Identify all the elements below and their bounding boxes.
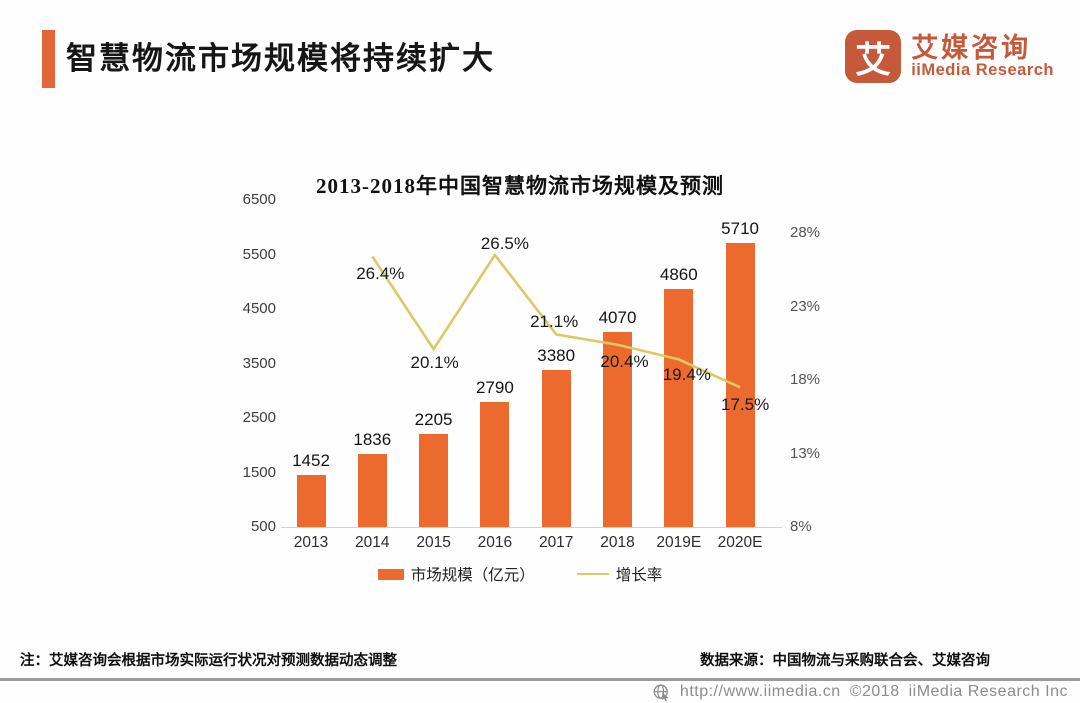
legend-item-growth-rate: 增长率 bbox=[576, 563, 663, 585]
growth-rate-label: 17.5% bbox=[720, 395, 770, 415]
market-size-bar bbox=[419, 434, 449, 527]
bar-value-label: 4860 bbox=[659, 265, 698, 285]
market-size-bar bbox=[664, 289, 694, 527]
y-axis-left-tick-label: 1500 bbox=[242, 463, 276, 481]
x-axis-baseline bbox=[281, 527, 782, 528]
x-axis-tick-label: 2016 bbox=[477, 534, 513, 551]
growth-rate-label: 21.1% bbox=[530, 312, 579, 332]
legend-label-market-size: 市场规模（亿元） bbox=[410, 567, 535, 584]
logo-name-en: iiMedia Research bbox=[911, 61, 1054, 80]
footer: http://www.iimedia.cn ©2018 iiMedia Rese… bbox=[652, 682, 1068, 702]
methodology-note: 注：艾媒咨询会根据市场实际运行状况对预测数据动态调整 bbox=[20, 653, 397, 669]
y-axis-right-tick-label: 18% bbox=[790, 371, 821, 388]
y-axis-right-tick-label: 13% bbox=[790, 444, 821, 462]
market-size-bar bbox=[480, 402, 510, 527]
globe-icon bbox=[653, 684, 669, 701]
footer-company: iiMedia Research Inc bbox=[908, 683, 1068, 700]
title-accent-bar bbox=[42, 30, 55, 88]
y-axis-right-tick-label: 23% bbox=[790, 297, 821, 315]
footer-divider bbox=[0, 678, 1080, 681]
market-size-bar bbox=[357, 454, 387, 527]
y-axis-left-tick-label: 3500 bbox=[242, 354, 276, 372]
bar-value-label: 1452 bbox=[292, 451, 330, 471]
imedia-logo: 艾 艾媒咨询 iiMedia Research bbox=[845, 30, 1054, 83]
x-axis-tick-label: 2013 bbox=[293, 534, 329, 551]
y-axis-left-tick-label: 6500 bbox=[242, 191, 276, 208]
growth-rate-label: 20.4% bbox=[600, 351, 649, 371]
bar-value-label: 1836 bbox=[353, 430, 392, 450]
footer-url: http://www.iimedia.cn bbox=[679, 683, 841, 700]
imedia-logo-icon: 艾 bbox=[845, 30, 902, 83]
y-axis-right-tick-label: 28% bbox=[790, 224, 821, 241]
growth-rate-label: 19.4% bbox=[662, 365, 711, 385]
market-size-bar bbox=[296, 475, 326, 527]
bar-series-swatch bbox=[377, 568, 404, 580]
line-series-swatch bbox=[576, 572, 609, 576]
bar-value-label: 2205 bbox=[414, 410, 453, 430]
growth-rate-label: 26.5% bbox=[480, 234, 529, 254]
chart-legend: 市场规模（亿元） 增长率 bbox=[230, 563, 810, 585]
x-axis-tick-label: 2020E bbox=[717, 534, 763, 551]
x-axis-tick-label: 2019E bbox=[656, 534, 702, 551]
y-axis-left-tick-label: 5500 bbox=[242, 245, 276, 263]
logo-name-cn: 艾媒咨询 bbox=[911, 32, 1032, 63]
bar-value-label: 4070 bbox=[598, 308, 637, 328]
footer-copyright: ©2018 bbox=[849, 683, 900, 700]
y-axis-left-tick-label: 500 bbox=[250, 518, 276, 535]
chart-title: 2013-2018年中国智慧物流市场规模及预测 bbox=[316, 174, 724, 198]
growth-rate-label: 20.1% bbox=[410, 353, 459, 373]
market-size-bar bbox=[541, 370, 571, 527]
legend-item-market-size: 市场规模（亿元） bbox=[377, 563, 535, 585]
market-size-bar bbox=[725, 243, 755, 527]
x-axis-tick-label: 2017 bbox=[538, 534, 574, 551]
page-title: 智慧物流市场规模将持续扩大 bbox=[66, 41, 495, 76]
bar-value-label: 3380 bbox=[537, 346, 576, 366]
y-axis-left-tick-label: 4500 bbox=[242, 300, 276, 317]
y-axis-left-tick-label: 2500 bbox=[242, 409, 276, 426]
bar-value-label: 2790 bbox=[475, 378, 514, 398]
legend-label-growth-rate: 增长率 bbox=[615, 567, 663, 584]
bar-value-label: 5710 bbox=[721, 219, 760, 239]
x-axis-tick-label: 2018 bbox=[600, 534, 635, 551]
imedia-logo-text: 艾媒咨询 iiMedia Research bbox=[911, 32, 1054, 80]
data-source-note: 数据来源：中国物流与采购联合会、艾媒咨询 bbox=[700, 653, 990, 669]
y-axis-right-tick-label: 8% bbox=[790, 518, 812, 535]
x-axis-tick-label: 2014 bbox=[355, 534, 390, 551]
x-axis-tick-label: 2015 bbox=[416, 534, 451, 551]
growth-rate-label: 26.4% bbox=[356, 263, 405, 283]
